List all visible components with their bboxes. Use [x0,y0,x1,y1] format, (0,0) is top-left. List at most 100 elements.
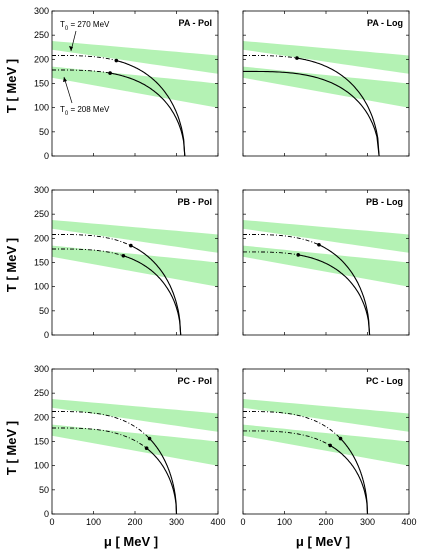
crossover-line-1 [52,248,124,257]
crossover-line-1 [243,251,299,256]
critical-point-1 [121,253,126,258]
panel-3: PB - Log [242,189,410,336]
first-order-line-1 [298,254,371,336]
y-tick-label: 150 [34,258,49,268]
band-1 [243,424,409,466]
critical-point-0 [295,56,299,60]
panel-label: PA - Pol [179,18,213,28]
y-tick-label: 200 [34,412,49,422]
y-tick-label: 200 [34,233,49,243]
panel-label: PC - Log [366,376,403,386]
x-tick-label: 0 [240,517,245,527]
critical-point-1 [296,253,300,257]
band-1 [52,245,218,287]
annotation-t0-270: T0 = 270 MeV [60,20,110,32]
first-order-line-0 [130,245,182,336]
band-1 [243,245,409,287]
band-0 [243,399,409,432]
panel-4: 0 100 200 300 400 0 50 100 150 200 250 300 PC - Pol [34,364,226,527]
x-tick-label: 200 [318,517,333,527]
crossover-line-1 [52,427,147,449]
x-tick-label: 100 [277,517,292,527]
y-tick-label: 0 [44,330,49,340]
y-axis-label-row2: T [ MeV ] [4,238,19,292]
crossover-line-0 [52,55,117,61]
crossover-line-0 [52,234,131,247]
panel-label: PB - Log [366,197,403,207]
y-tick-label: 250 [34,388,49,398]
first-order-line-1 [243,70,380,157]
crossover-line-0 [243,55,297,59]
x-axis-label-left: μ [ MeV ] [104,534,158,549]
panels-layer: 0 50 100 150 200 250 300 PA - Pol T0 = 270 MeV T0… [34,6,417,527]
first-order-line-1 [123,255,182,336]
band-1 [52,66,218,108]
first-order-line-0 [296,57,380,157]
y-tick-label: 250 [34,30,49,40]
critical-point-1 [328,443,332,448]
critical-point-0 [129,243,133,248]
crossover-line-0 [52,411,150,439]
y-tick-label: 0 [44,151,49,161]
panel-label: PB - Pol [177,197,212,207]
annotation-arrowhead [69,46,73,51]
panel-1: PA - Log [242,10,410,157]
annotation-t0-208: T0 = 208 MeV [60,105,110,117]
panel-5: 0 100 200 300 400 PC - Log [240,368,417,527]
first-order-line-1 [110,72,186,157]
y-tick-label: 300 [34,364,49,374]
y-tick-label: 100 [34,103,49,113]
x-tick-label: 400 [401,517,416,527]
y-tick-label: 200 [34,54,49,64]
first-order-line-0 [318,244,371,336]
x-tick-label: 300 [360,517,375,527]
x-tick-label: 300 [169,517,184,527]
panel-2: 0 50 100 150 200 250 300 PB - Pol [34,185,219,340]
y-tick-label: 50 [39,485,49,495]
panel-0: 0 50 100 150 200 250 300 PA - Pol T0 = 270 MeV T0… [34,6,219,161]
x-tick-label: 400 [210,517,225,527]
x-tick-label: 200 [127,517,142,527]
critical-point-0 [147,436,152,441]
y-tick-label: 150 [34,79,49,89]
band-0 [243,220,409,253]
y-tick-label: 150 [34,437,49,447]
first-order-line-1 [146,447,178,515]
x-tick-label: 100 [86,517,101,527]
y-axis-label-row1: T [ MeV ] [4,59,19,113]
band-1 [243,66,409,108]
critical-point-0 [338,436,343,441]
y-tick-label: 300 [34,6,49,16]
first-order-line-0 [116,59,186,157]
critical-point-0 [114,58,119,63]
y-tick-label: 100 [34,461,49,471]
panel-label: PA - Log [367,18,403,28]
y-tick-label: 50 [39,306,49,316]
crossover-line-1 [243,430,331,446]
critical-point-1 [144,446,149,451]
panel-label: PC - Pol [177,376,212,386]
y-tick-label: 300 [34,185,49,195]
y-tick-label: 0 [44,509,49,519]
band-0 [52,399,218,432]
x-tick-label: 0 [49,517,54,527]
first-order-line-1 [329,444,369,515]
annotation-arrowhead [63,77,67,82]
band-1 [52,424,218,466]
crossover-line-0 [243,411,341,439]
y-axis-label-row3: T [ MeV ] [4,421,19,475]
x-axis-label-right: μ [ MeV ] [296,534,350,549]
y-tick-label: 250 [34,209,49,219]
crossover-line-1 [52,69,111,74]
band-0 [52,41,218,74]
critical-point-1 [108,71,112,75]
crossover-line-0 [243,234,320,246]
first-order-line-0 [340,438,369,515]
first-order-line-0 [149,438,178,515]
y-tick-label: 100 [34,282,49,292]
critical-point-0 [317,243,321,247]
band-0 [52,220,218,253]
band-0 [243,41,409,74]
y-tick-label: 50 [39,127,49,137]
